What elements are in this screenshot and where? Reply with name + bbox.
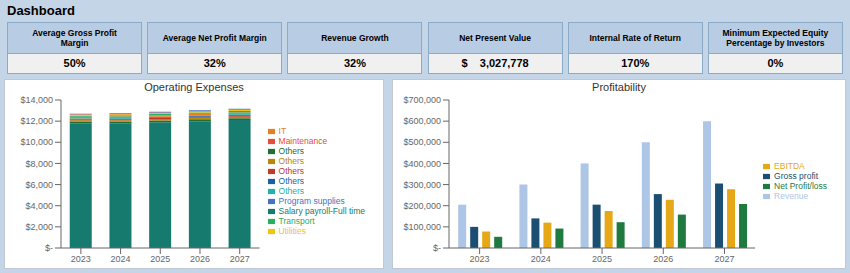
html-text:50%: 50% [63, 57, 86, 69]
html-text:Revenue Growth: Revenue Growth [321, 33, 389, 43]
svg-text:2025: 2025 [592, 254, 612, 264]
svg-text:$600,000: $600,000 [403, 116, 441, 126]
html-text:170%: 170% [621, 57, 650, 69]
svg-text:$6,000: $6,000 [25, 180, 53, 190]
html-text:$ 3,027,778: $ 3,027,778 [461, 57, 529, 69]
html-text:Minimum Expected Equity Percen: Minimum Expected Equity Percentage by In… [722, 28, 829, 48]
html-text:Average Net Profit Margin: Average Net Profit Margin [162, 33, 267, 43]
svg-text:$500,000: $500,000 [403, 137, 441, 147]
svg-text:$100,000: $100,000 [403, 222, 441, 232]
html-text:Program supplies: Program supplies [278, 196, 345, 206]
svg-text:$14,000: $14,000 [20, 95, 53, 105]
html-text:32%: 32% [343, 57, 366, 69]
html-text:Average Gross Profit Margin: Average Gross Profit Margin [32, 28, 117, 48]
svg-text:2026: 2026 [653, 254, 673, 264]
html-text:32%: 32% [203, 57, 226, 69]
html-text:Salary payroll-Full time: Salary payroll-Full time [278, 206, 365, 216]
html-text:Dashboard: Dashboard [7, 3, 75, 18]
svg-text:$700,000: $700,000 [403, 95, 441, 105]
html-text:EBITDA: EBITDA [774, 161, 805, 171]
svg-text:2024: 2024 [111, 254, 131, 264]
svg-text:2027: 2027 [714, 254, 734, 264]
svg-text:$-: $- [45, 243, 53, 253]
html-text:Net Profit/loss: Net Profit/loss [774, 181, 827, 191]
html-text:Others: Others [278, 186, 305, 196]
svg-text:$400,000: $400,000 [403, 159, 441, 169]
svg-text:2025: 2025 [150, 254, 170, 264]
svg-text:$-: $- [433, 243, 441, 253]
html-text:Others: Others [278, 156, 305, 166]
svg-text:2026: 2026 [190, 254, 210, 264]
svg-text:2027: 2027 [230, 254, 250, 264]
svg-text:$12,000: $12,000 [20, 116, 53, 126]
html-text:Profitability: Profitability [592, 81, 646, 93]
html-text:Others: Others [278, 166, 305, 176]
svg-text:2024: 2024 [531, 254, 551, 264]
svg-text:$10,000: $10,000 [20, 137, 53, 147]
html-text:Others: Others [278, 146, 305, 156]
html-text:Maintenance: Maintenance [278, 136, 328, 146]
html-text:0%: 0% [767, 57, 784, 69]
html-text:Revenue: Revenue [774, 191, 809, 201]
svg-text:$2,000: $2,000 [25, 222, 53, 232]
html-text:Net Present Value: Net Present Value [459, 33, 531, 43]
html-text:IT: IT [278, 126, 287, 136]
html-text:Others: Others [278, 176, 305, 186]
svg-text:$200,000: $200,000 [403, 201, 441, 211]
html-text:Gross profit: Gross profit [774, 171, 818, 181]
svg-text:$4,000: $4,000 [25, 201, 53, 211]
svg-text:2023: 2023 [470, 254, 490, 264]
svg-text:$8,000: $8,000 [25, 159, 53, 169]
svg-text:$300,000: $300,000 [403, 180, 441, 190]
html-text:Internal Rate of Return: Internal Rate of Return [589, 33, 681, 43]
html-text:Operating Expenses: Operating Expenses [144, 81, 244, 93]
html-text:Transport: Transport [278, 216, 315, 226]
html-text:Utilities: Utilities [278, 226, 306, 236]
svg-text:2023: 2023 [71, 254, 91, 264]
